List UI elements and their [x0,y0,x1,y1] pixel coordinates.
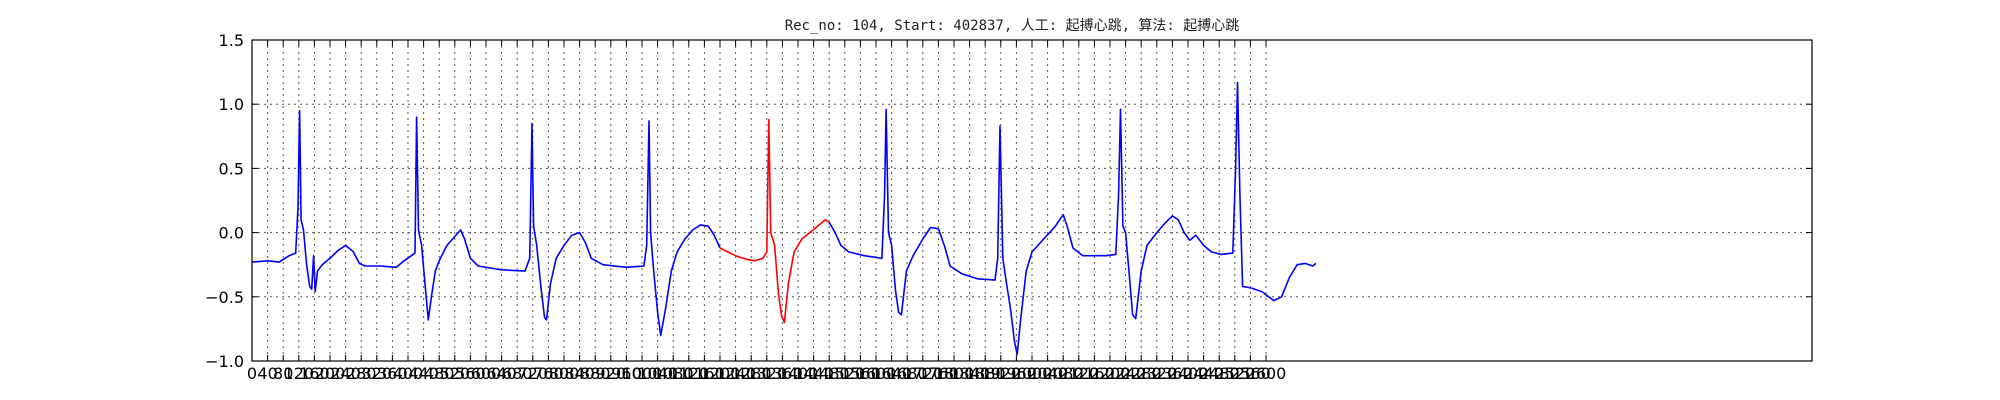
y-tick-label: 1.5 [219,31,244,50]
x-tick-label: 2560 [1230,364,1271,383]
x-tick-label: 2040 [1027,364,1068,383]
x-tick-label: 240 [330,364,361,383]
x-tick-label: 2600 [1246,364,1287,383]
x-tick-label: 1920 [980,364,1021,383]
series-line [828,81,1317,356]
x-tick-label: 1560 [840,364,881,383]
x-tick-label: 680 [502,364,533,383]
x-tick-label: 600 [471,364,502,383]
x-tick-label: 2400 [1168,364,1209,383]
x-tick-label: 1160 [684,364,725,383]
x-tick-label: 1360 [762,364,803,383]
x-tick-label: 480 [424,364,455,383]
x-tick-label: 2360 [1152,364,1193,383]
x-tick-label: 2520 [1214,364,1255,383]
series-line [251,109,721,337]
x-tick-label: 1000 [622,364,663,383]
y-tick-label: −0.5 [205,288,244,307]
x-tick-label: 120 [284,364,315,383]
x-tick-label: 1480 [809,364,850,383]
x-tick-label: 520 [440,364,471,383]
x-tick-label: 1640 [871,364,912,383]
x-tick-label: 40 [257,364,277,383]
x-tick-label: 440 [408,364,439,383]
x-tick-label: 1320 [746,364,787,383]
series-layer [251,81,1317,356]
x-tick-label: 1880 [965,364,1006,383]
x-tick-label: 1280 [731,364,772,383]
x-tick-label: 1120 [668,364,709,383]
x-tick-label: 2440 [1183,364,1224,383]
x-tick-label: 560 [455,364,486,383]
x-tick-label: 760 [533,364,564,383]
series-line [719,118,830,324]
x-tick-label: 2000 [1012,364,1053,383]
x-tick-label: 80 [273,364,293,383]
grid-layer [252,40,1812,361]
x-tick-label: 200 [315,364,346,383]
x-tick-label: 880 [580,364,611,383]
x-tick-label: 1440 [793,364,834,383]
x-tick-label: 1400 [778,364,819,383]
y-tick-label: −1.0 [205,352,244,371]
x-tick-label: 800 [549,364,580,383]
x-tick-label: 2120 [1058,364,1099,383]
x-tick-label: 2240 [1105,364,1146,383]
x-tick-label: 1840 [949,364,990,383]
x-tick-label: 1680 [887,364,928,383]
x-tick-label: 160 [299,364,330,383]
x-tick-label: 640 [486,364,517,383]
x-tick-label: 2080 [1043,364,1084,383]
y-tick-label: 0.5 [219,159,244,178]
x-tick-label: 720 [518,364,549,383]
x-tick-label: 360 [377,364,408,383]
x-tick-label: 1040 [637,364,678,383]
x-tick-label: 1960 [996,364,1037,383]
chart-title: Rec_no: 104, Start: 402837, 人工: 起搏心跳, 算法… [785,17,1240,34]
x-tick-label: 1600 [856,364,897,383]
x-tick-label: 1200 [700,364,741,383]
x-tick-label: 280 [346,364,377,383]
y-tick-label: 1.0 [219,95,244,114]
x-tick-label: 2160 [1074,364,1115,383]
x-tick-label: 1080 [653,364,694,383]
x-tick-label: 2480 [1199,364,1240,383]
x-tick-label: 0 [247,364,257,383]
x-tick-label: 1760 [918,364,959,383]
x-tick-label: 1720 [902,364,943,383]
axis-layer: −1.0 −0.5 0.0 0.5 1.0 1.5 0 4080120160200240280… [205,31,1812,383]
x-tick-label: 1520 [824,364,865,383]
x-tick-label: 920 [596,364,627,383]
x-tick-label: 320 [362,364,393,383]
x-tick-label: 840 [564,364,595,383]
x-tick-label: 2280 [1121,364,1162,383]
x-tick-label: 1800 [934,364,975,383]
x-tick-label: 960 [611,364,642,383]
x-tick-label: 2200 [1090,364,1131,383]
y-tick-label: 0.0 [219,224,244,243]
x-tick-label: 1240 [715,364,756,383]
x-tick-label: 2320 [1136,364,1177,383]
x-tick-label: 400 [393,364,424,383]
